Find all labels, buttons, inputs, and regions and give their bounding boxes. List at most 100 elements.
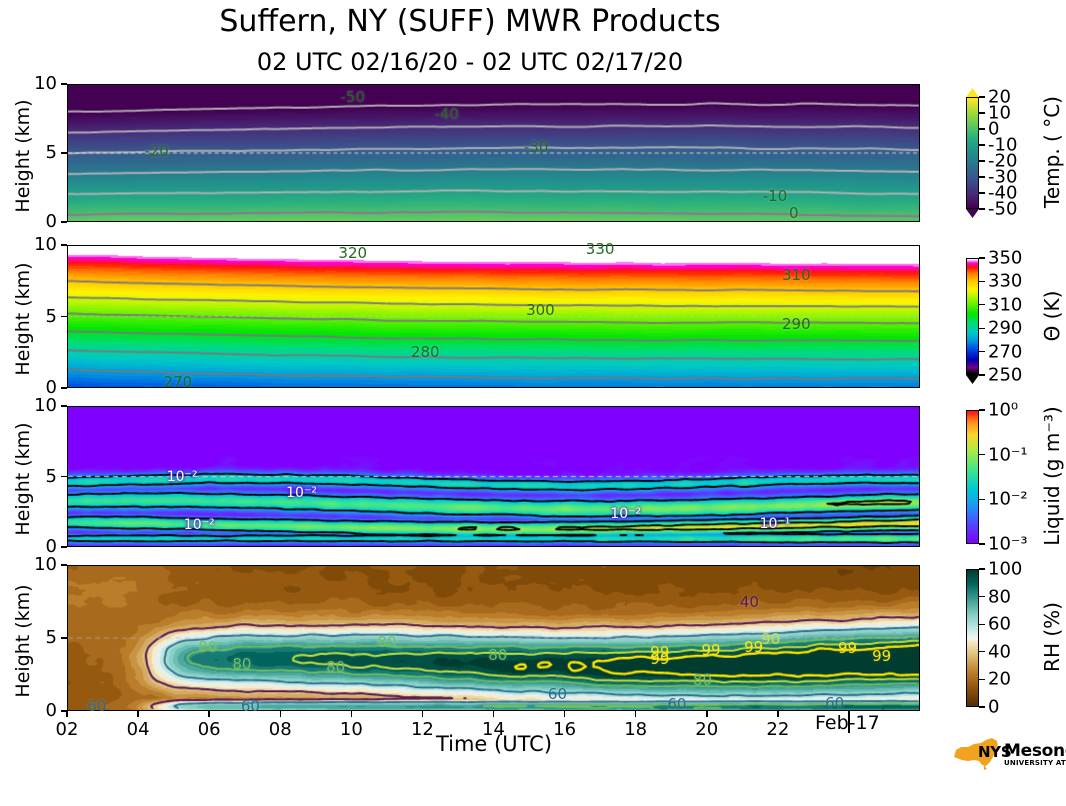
day-label: Feb-17 [815,712,880,734]
x-tick-label: 08 [268,719,292,740]
x-tick-mark [350,711,353,717]
x-tick-label: 22 [766,719,790,740]
colorbar-tick-label: 100 [988,558,1023,580]
colorbar-tick-mark [979,350,985,353]
contour-label: 60 [87,696,107,715]
y-tick-mark [61,221,67,223]
colorbar-tick-mark [979,192,985,194]
x-tick-mark [279,711,281,717]
x-tick-label: 12 [410,719,434,740]
colorbar-axis-label-liquid: Liquid (g m⁻³) [1040,406,1064,546]
contour-label: 80 [488,645,508,664]
colorbar-tick-mark [979,651,985,653]
colorbar-tick-mark [979,623,985,625]
colorbar-tick-mark [979,96,985,98]
contour-label: 10⁻² [286,484,317,501]
y-tick-mark [61,405,67,407]
colorbar-theta: 350 330 310 290 270 250 Θ (K) [966,247,1066,386]
y-tick-label: 0 [45,211,57,232]
colorbar-tick-label: 0 [988,696,1000,718]
page-title: Suffern, NY (SUFF) MWR Products [219,4,721,39]
contour-label: 10⁻² [610,505,642,522]
colorbar-tick-label: 20 [988,86,1011,108]
contour-label: 99 [837,639,858,658]
y-tick-mark [61,637,67,639]
colorbar-tick-label: 270 [988,341,1023,363]
colorbar-liquid: 10⁰ 10⁻¹ 10⁻² 10⁻³ Liquid (g m⁻³) [966,400,1066,555]
x-tick-mark [777,711,779,717]
contour-label: 60 [667,695,687,714]
y-tick-label: 10 [34,554,57,575]
rh-heatmap [68,566,919,710]
x-axis-label: Time (UTC) [435,732,553,756]
x-tick-mark [563,711,566,717]
contour-label: 320 [338,243,368,262]
colorbar-tick-mark [979,595,985,598]
liquid-heatmap [68,407,919,546]
temperature-heatmap [68,85,919,221]
colorbar-tick-mark [979,257,985,259]
x-tick-mark [706,711,708,717]
contour-label: 80 [326,658,346,677]
logo-mesonet-text: Mesonet [1004,741,1066,761]
colorbar-tick-label: 10⁻¹ [988,444,1028,466]
contour-label: 10⁻¹ [759,515,791,532]
x-tick-label: 20 [695,719,719,740]
contour-label: 330 [585,239,615,258]
colorbar-gradient-temperature [966,97,979,209]
x-tick-label: 16 [553,719,577,740]
colorbar-axis-label-temperature: Temp. ( °C) [1040,96,1064,208]
logo-nys-text: NYS [978,743,1011,761]
colorbar-tick-mark [979,160,985,162]
colorbar-tick-mark [979,144,985,146]
contour-label: 99 [872,646,892,665]
colorbar-gradient-rh [966,569,979,707]
x-tick-mark [208,711,210,717]
page-subtitle: 02 UTC 02/16/20 - 02 UTC 02/17/20 [256,48,684,76]
colorbar-tick-label: 290 [988,317,1023,339]
y-tick-label: 0 [45,536,57,557]
contour-label: 80 [377,633,397,652]
contour-label: 290 [781,315,811,334]
colorbar-tick-mark [979,304,985,306]
contour-label: -10 [762,187,788,206]
x-tick-label: 06 [197,719,221,740]
colorbar-tick-mark [979,112,985,114]
y-tick-mark [61,475,67,478]
contour-label: -50 [340,88,366,107]
colorbar-gradient-liquid [966,410,979,544]
colorbar-tick-label: -40 [988,182,1018,204]
y-tick-mark [61,244,67,246]
colorbar-tick-label: -50 [988,198,1018,220]
day-divider-tick [848,711,850,733]
colorbar-tick-label: 40 [988,641,1011,663]
colorbar-tick-mark [979,706,985,708]
y-tick-label: 0 [45,700,57,721]
colorbar-extend-down-theta [966,375,979,384]
colorbar-tick-mark [979,678,985,681]
colorbar-tick-label: 250 [988,364,1023,386]
x-tick-label: 10 [339,719,363,740]
contour-label: 80 [198,637,218,656]
contour-label: 99 [701,641,721,660]
colorbar-tick-mark [979,543,985,545]
colorbar-tick-label: -30 [988,166,1018,188]
contour-label: 40 [739,593,759,612]
colorbar-extend-up-temperature [966,88,979,97]
colorbar-tick-label: 350 [988,247,1023,269]
x-tick-label: 02 [55,719,79,740]
y-tick-label: 5 [45,305,57,327]
y-tick-mark [61,315,67,318]
x-tick-mark [421,711,424,717]
colorbar-axis-label-theta: Θ (K) [1040,290,1064,341]
contour-label: -30 [523,138,549,157]
x-tick-mark [137,711,139,717]
colorbar-axis-label-rh: RH (%) [1040,602,1064,672]
contour-label: 270 [163,372,193,391]
colorbar-tick-mark [979,208,985,210]
panel-potential-temperature [67,245,920,388]
contour-label: 10⁻² [183,517,215,534]
colorbar-gradient-theta [966,258,979,375]
logo-university-text: UNIVERSITY AT ALBANY [1004,759,1066,767]
colorbar-tick-label: 20 [988,668,1011,690]
